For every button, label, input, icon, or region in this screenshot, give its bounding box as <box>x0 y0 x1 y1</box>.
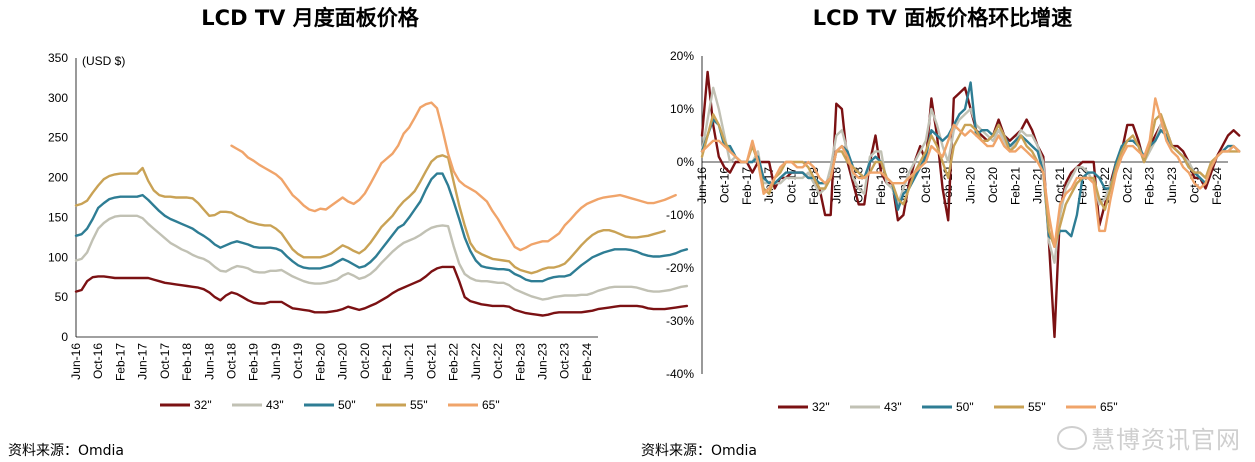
series-line-43in <box>700 86 1241 264</box>
x-tick-label: Feb-24 <box>1210 167 1224 205</box>
x-tick-label: Oct-21 <box>424 343 438 379</box>
legend-label: 32" <box>194 398 212 412</box>
watermark: 慧博资讯官网 <box>1057 420 1241 455</box>
legend-label: 65" <box>482 398 500 412</box>
y-tick-label: 300 <box>48 91 68 105</box>
legend-label: 55" <box>1028 400 1046 414</box>
x-tick-label: Oct-19 <box>919 167 933 203</box>
y-tick-label: 250 <box>48 131 68 145</box>
x-tick-label: Oct-20 <box>358 343 372 379</box>
y-tick-label: 350 <box>48 51 68 65</box>
legend-label: 32" <box>812 400 830 414</box>
y-unit-label: (USD $) <box>82 54 125 68</box>
x-tick-label: Oct-19 <box>291 343 305 379</box>
legend-label: 43" <box>266 398 284 412</box>
x-tick-label: Jun-23 <box>535 343 549 380</box>
x-tick-label: Jun-19 <box>269 343 283 380</box>
x-tick-label: Feb-23 <box>1143 167 1157 205</box>
x-tick-label: Feb-17 <box>740 167 754 205</box>
x-tick-label: Feb-21 <box>380 343 394 381</box>
y-tick-label: 10% <box>670 102 694 116</box>
x-tick-label: Feb-24 <box>580 343 594 381</box>
x-tick-label: Feb-21 <box>1008 167 1022 205</box>
y-tick-label: 100 <box>48 250 68 264</box>
x-tick-label: Jun-20 <box>336 343 350 380</box>
y-tick-label: 50 <box>55 290 69 304</box>
y-tick-label: -10% <box>666 208 694 222</box>
y-tick-label: -40% <box>666 367 694 381</box>
x-tick-label: Oct-22 <box>1120 167 1134 203</box>
x-tick-label: Oct-23 <box>558 343 572 379</box>
legend-label: 50" <box>338 398 356 412</box>
legend-label: 65" <box>1100 400 1118 414</box>
x-tick-label: Jun-18 <box>202 343 216 380</box>
growth-line-chart: 20% 10% 0% -10% -20% -30% -40% Jun-16 Oct-16 Feb-… <box>666 49 1241 414</box>
series-line-55in <box>74 154 666 275</box>
series-line-43in <box>74 214 689 301</box>
x-tick-label: Oct-16 <box>91 343 105 379</box>
y-tick-label: 0% <box>677 155 695 169</box>
series-line-65in <box>230 101 677 252</box>
x-tick-label: Feb-17 <box>113 343 127 381</box>
x-tick-label: Oct-20 <box>986 167 1000 203</box>
x-tick-label: Jun-16 <box>69 343 83 380</box>
x-tick-label: Feb-20 <box>313 343 327 381</box>
series-line-65in <box>700 97 1241 249</box>
x-tick-label: Jun-23 <box>1165 167 1179 204</box>
x-tick-label: Jun-21 <box>1031 167 1045 204</box>
legend-label: 43" <box>884 400 902 414</box>
x-tick-label: Jun-21 <box>402 343 416 380</box>
weibo-icon <box>1057 426 1087 450</box>
x-tick-label: Feb-23 <box>513 343 527 381</box>
x-tick-label: Oct-16 <box>717 167 731 203</box>
y-tick-label: -20% <box>666 261 694 275</box>
price-line-chart: 0 50 100 150 200 250 300 350 Jun-16 Oct-16 Feb-17 J… <box>48 51 689 412</box>
series-line-50in <box>74 172 689 283</box>
x-tick-label: Oct-17 <box>158 343 172 379</box>
legend-label: 50" <box>956 400 974 414</box>
price-chart-panel: LCD TV 月度面板价格 0 50 100 150 200 250 300 350 Jun-1… <box>0 0 689 462</box>
y-tick-label: 150 <box>48 210 68 224</box>
x-tick-label: Feb-19 <box>247 343 261 381</box>
growth-chart-panel: LCD TV 面板价格环比增速 20% 10% 0% -10% -20% -30% -40%… <box>630 0 1255 462</box>
watermark-text: 慧博资讯官网 <box>1091 426 1241 454</box>
x-tick-label: Feb-22 <box>447 343 461 381</box>
source-note: 资料来源：Omdia <box>641 443 758 459</box>
x-tick-label: Oct-18 <box>224 343 238 379</box>
x-tick-label: Jun-22 <box>469 343 483 380</box>
series-line-32in <box>74 265 689 317</box>
y-tick-label: 20% <box>670 49 694 63</box>
chart-title: LCD TV 面板价格环比增速 <box>812 6 1073 30</box>
x-tick-label: Feb-18 <box>180 343 194 381</box>
source-note: 资料来源：Omdia <box>8 443 125 459</box>
x-tick-label: Oct-22 <box>491 343 505 379</box>
y-tick-label: 200 <box>48 171 68 185</box>
x-tick-label: Jun-17 <box>136 343 150 380</box>
x-tick-label: Jun-16 <box>695 167 709 204</box>
legend-label: 55" <box>410 398 428 412</box>
x-tick-label: Jun-20 <box>964 167 978 204</box>
y-tick-label: 0 <box>61 330 68 344</box>
chart-title: LCD TV 月度面板价格 <box>201 6 419 30</box>
y-tick-label: -30% <box>666 314 694 328</box>
